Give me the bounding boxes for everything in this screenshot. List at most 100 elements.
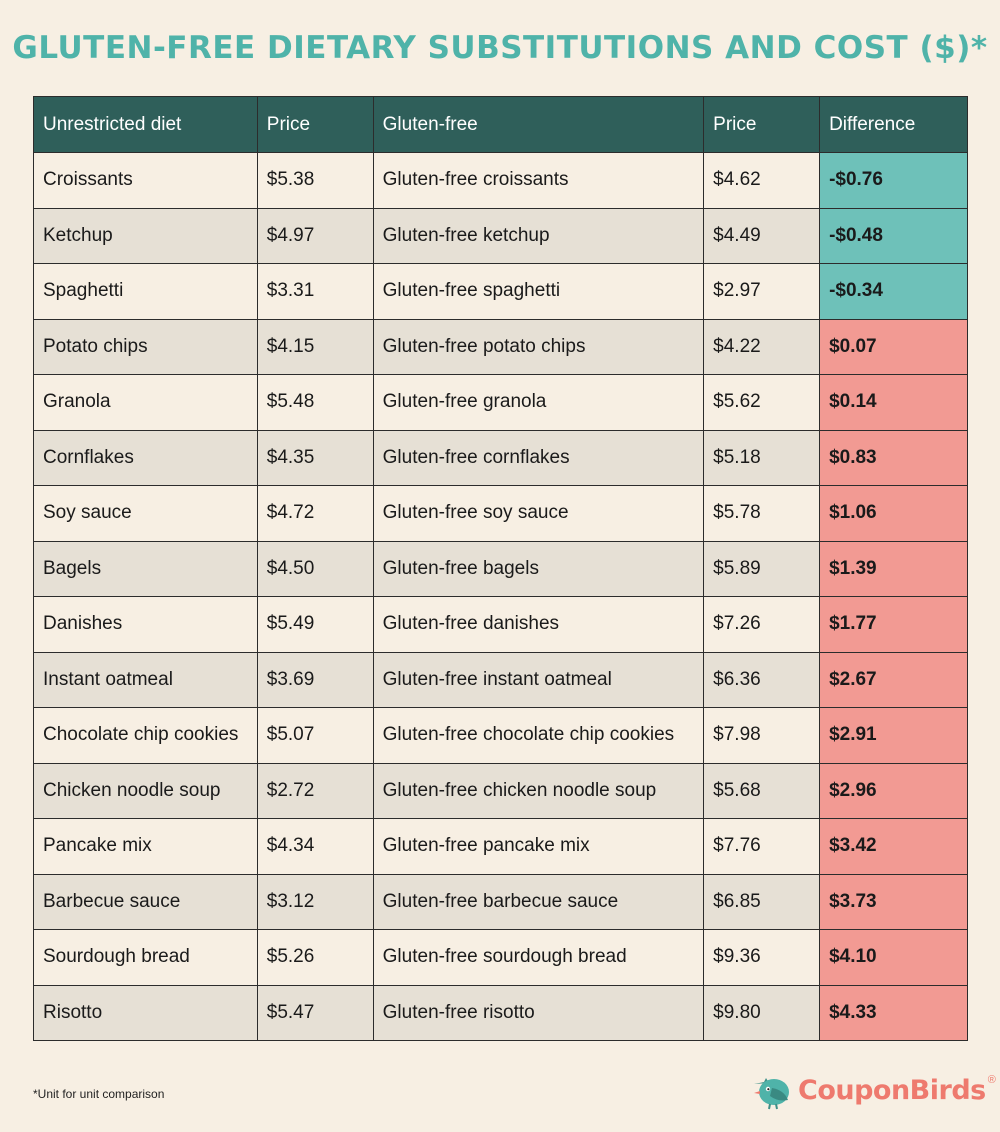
cell-unrestricted-item: Granola bbox=[33, 374, 258, 431]
cell-difference: $1.39 bbox=[819, 540, 968, 597]
table-row: Cornflakes $4.35 Gluten-free cornflakes $5.… bbox=[33, 429, 968, 486]
cell-gluten-free-item: Gluten-free risotto bbox=[372, 984, 705, 1041]
cell-gluten-free-item: Gluten-free danishes bbox=[372, 596, 705, 653]
cell-gluten-free-item: Gluten-free granola bbox=[372, 374, 705, 431]
cell-difference: $2.67 bbox=[819, 651, 968, 708]
cell-gluten-free-price: $6.36 bbox=[703, 651, 821, 708]
table-row: Barbecue sauce $3.12 Gluten-free barbecue … bbox=[33, 873, 968, 930]
cell-gluten-free-price: $7.26 bbox=[703, 596, 821, 653]
table-row: Danishes $5.49 Gluten-free danishes $7.26 $1… bbox=[33, 596, 968, 653]
table-row: Granola $5.48 Gluten-free granola $5.62 $0.1… bbox=[33, 374, 968, 431]
cell-gluten-free-item: Gluten-free chicken noodle soup bbox=[372, 762, 705, 819]
price-comparison-table: Unrestricted diet Price Gluten-free Pric… bbox=[33, 96, 968, 1041]
cell-unrestricted-item: Sourdough bread bbox=[33, 929, 258, 986]
table-body: Croissants $5.38 Gluten-free croissants $4.… bbox=[33, 152, 968, 1041]
table-row: Pancake mix $4.34 Gluten-free pancake mix $… bbox=[33, 818, 968, 875]
cell-unrestricted-item: Pancake mix bbox=[33, 818, 258, 875]
cell-difference: $3.42 bbox=[819, 818, 968, 875]
header-difference: Difference bbox=[819, 96, 968, 153]
cell-unrestricted-item: Cornflakes bbox=[33, 429, 258, 486]
cell-gluten-free-price: $5.18 bbox=[703, 429, 821, 486]
table-header-row: Unrestricted diet Price Gluten-free Pric… bbox=[33, 96, 968, 153]
cell-price: $4.97 bbox=[256, 207, 374, 264]
cell-gluten-free-item: Gluten-free pancake mix bbox=[372, 818, 705, 875]
cell-gluten-free-item: Gluten-free instant oatmeal bbox=[372, 651, 705, 708]
cell-gluten-free-item: Gluten-free potato chips bbox=[372, 318, 705, 375]
brand-logo: CouponBirds ® bbox=[750, 1070, 996, 1110]
cell-gluten-free-price: $4.49 bbox=[703, 207, 821, 264]
cell-gluten-free-item: Gluten-free cornflakes bbox=[372, 429, 705, 486]
cell-gluten-free-price: $7.76 bbox=[703, 818, 821, 875]
cell-difference: $3.73 bbox=[819, 873, 968, 930]
cell-difference: $1.06 bbox=[819, 485, 968, 542]
header-gluten-free-price: Price bbox=[703, 96, 821, 153]
cell-price: $3.69 bbox=[256, 651, 374, 708]
cell-difference: $4.33 bbox=[819, 984, 968, 1041]
cell-gluten-free-price: $4.62 bbox=[703, 152, 821, 209]
cell-difference: $4.10 bbox=[819, 929, 968, 986]
footnote: *Unit for unit comparison bbox=[33, 1087, 165, 1101]
table-row: Instant oatmeal $3.69 Gluten-free instant … bbox=[33, 651, 968, 708]
cell-gluten-free-item: Gluten-free ketchup bbox=[372, 207, 705, 264]
cell-gluten-free-price: $9.36 bbox=[703, 929, 821, 986]
cell-gluten-free-price: $5.68 bbox=[703, 762, 821, 819]
page-title: GLUTEN-FREE DIETARY SUBSTITUTIONS AND CO… bbox=[12, 30, 988, 66]
cell-unrestricted-item: Ketchup bbox=[33, 207, 258, 264]
cell-unrestricted-item: Croissants bbox=[33, 152, 258, 209]
cell-unrestricted-item: Spaghetti bbox=[33, 263, 258, 320]
table-row: Bagels $4.50 Gluten-free bagels $5.89 $1.39 bbox=[33, 540, 968, 597]
cell-unrestricted-item: Chicken noodle soup bbox=[33, 762, 258, 819]
cell-unrestricted-item: Chocolate chip cookies bbox=[33, 707, 258, 764]
cell-gluten-free-item: Gluten-free barbecue sauce bbox=[372, 873, 705, 930]
table-row: Ketchup $4.97 Gluten-free ketchup $4.49 -$0.… bbox=[33, 207, 968, 264]
cell-gluten-free-item: Gluten-free bagels bbox=[372, 540, 705, 597]
cell-gluten-free-price: $6.85 bbox=[703, 873, 821, 930]
cell-difference: $1.77 bbox=[819, 596, 968, 653]
cell-gluten-free-price: $2.97 bbox=[703, 263, 821, 320]
cell-unrestricted-item: Instant oatmeal bbox=[33, 651, 258, 708]
cell-price: $4.72 bbox=[256, 485, 374, 542]
header-unrestricted-diet: Unrestricted diet bbox=[33, 96, 258, 153]
cell-price: $3.31 bbox=[256, 263, 374, 320]
cell-difference: -$0.34 bbox=[819, 263, 968, 320]
cell-unrestricted-item: Danishes bbox=[33, 596, 258, 653]
cell-price: $5.49 bbox=[256, 596, 374, 653]
cell-difference: $2.91 bbox=[819, 707, 968, 764]
cell-price: $4.50 bbox=[256, 540, 374, 597]
cell-price: $5.07 bbox=[256, 707, 374, 764]
header-gluten-free: Gluten-free bbox=[372, 96, 705, 153]
cell-difference: $0.14 bbox=[819, 374, 968, 431]
cell-gluten-free-item: Gluten-free sourdough bread bbox=[372, 929, 705, 986]
cell-gluten-free-price: $9.80 bbox=[703, 984, 821, 1041]
cell-difference: -$0.48 bbox=[819, 207, 968, 264]
table-row: Soy sauce $4.72 Gluten-free soy sauce $5.78… bbox=[33, 485, 968, 542]
cell-price: $5.26 bbox=[256, 929, 374, 986]
cell-price: $4.34 bbox=[256, 818, 374, 875]
table-row: Potato chips $4.15 Gluten-free potato chip… bbox=[33, 318, 968, 375]
table-row: Sourdough bread $5.26 Gluten-free sourdoug… bbox=[33, 929, 968, 986]
cell-unrestricted-item: Soy sauce bbox=[33, 485, 258, 542]
bird-logo-icon bbox=[754, 1078, 789, 1110]
table-row: Chocolate chip cookies $5.07 Gluten-free c… bbox=[33, 707, 968, 764]
cell-gluten-free-price: $7.98 bbox=[703, 707, 821, 764]
cell-price: $4.35 bbox=[256, 429, 374, 486]
cell-price: $5.38 bbox=[256, 152, 374, 209]
table-row: Spaghetti $3.31 Gluten-free spaghetti $2.97… bbox=[33, 263, 968, 320]
cell-difference: $2.96 bbox=[819, 762, 968, 819]
cell-gluten-free-price: $5.89 bbox=[703, 540, 821, 597]
table-row: Croissants $5.38 Gluten-free croissants $4.… bbox=[33, 152, 968, 209]
registered-mark: ® bbox=[987, 1074, 996, 1086]
table-row: Chicken noodle soup $2.72 Gluten-free chic… bbox=[33, 762, 968, 819]
header-price: Price bbox=[256, 96, 374, 153]
cell-price: $3.12 bbox=[256, 873, 374, 930]
cell-price: $5.47 bbox=[256, 984, 374, 1041]
cell-gluten-free-price: $4.22 bbox=[703, 318, 821, 375]
cell-price: $4.15 bbox=[256, 318, 374, 375]
brand-name: CouponBirds bbox=[798, 1074, 986, 1106]
cell-difference: -$0.76 bbox=[819, 152, 968, 209]
cell-gluten-free-item: Gluten-free chocolate chip cookies bbox=[372, 707, 705, 764]
cell-unrestricted-item: Potato chips bbox=[33, 318, 258, 375]
cell-gluten-free-item: Gluten-free croissants bbox=[372, 152, 705, 209]
cell-gluten-free-price: $5.62 bbox=[703, 374, 821, 431]
table-row: Risotto $5.47 Gluten-free risotto $9.80 $4.3… bbox=[33, 984, 968, 1041]
